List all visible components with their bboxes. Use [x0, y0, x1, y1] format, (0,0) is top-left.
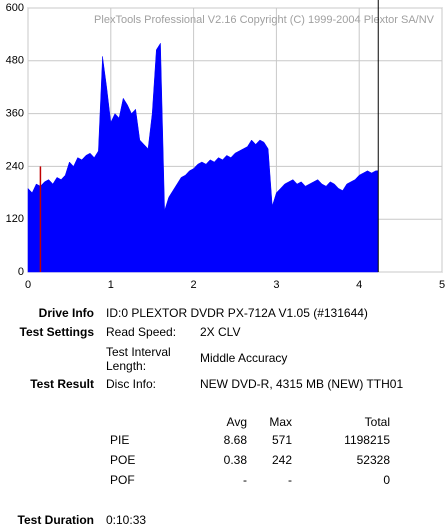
x-tick-label: 5	[439, 279, 445, 291]
table-cell: 52328	[356, 453, 390, 467]
y-tick-label: 120	[6, 213, 24, 225]
y-tick-label: 240	[6, 160, 24, 172]
y-tick-label: 0	[18, 266, 24, 278]
x-tick-label: 0	[25, 279, 31, 291]
table-cell: 242	[271, 453, 292, 467]
table-cell: 0.38	[223, 453, 247, 467]
watermark: PlexTools Professional V2.16 Copyright (…	[94, 14, 435, 26]
x-tick-label: 2	[191, 279, 197, 291]
table-cell: 571	[271, 433, 292, 447]
table-cell: Max	[269, 415, 292, 429]
table-cell: -	[288, 473, 292, 487]
label: Disc Info:	[106, 377, 157, 391]
value: 2X CLV	[200, 325, 241, 339]
y-tick-label: 360	[6, 108, 24, 120]
table-cell: Avg	[226, 415, 247, 429]
x-tick-label: 3	[273, 279, 279, 291]
value: Middle Accuracy	[200, 351, 288, 365]
y-tick-label: 480	[6, 55, 24, 67]
area	[27, 42, 379, 273]
table-cell: POE	[110, 453, 136, 467]
label: Read Speed:	[106, 325, 177, 339]
table-cell: Total	[364, 415, 390, 429]
y-tick-label: 600	[6, 2, 24, 14]
table-cell: -	[243, 473, 247, 487]
value: 0:10:33	[106, 513, 147, 527]
table-cell: PIE	[110, 433, 130, 447]
label: Test Duration	[17, 513, 94, 527]
value: NEW DVD-R, 4315 MB (NEW) TTH01	[200, 377, 404, 391]
x-tick-label: 4	[356, 279, 362, 291]
table-cell: 0	[383, 473, 390, 487]
label: Test Settings	[19, 325, 94, 339]
label: Test Result	[30, 377, 94, 391]
table-cell: 1198215	[344, 433, 390, 447]
label: Test Interval Length:	[106, 345, 171, 373]
value: ID:0 PLEXTOR DVDR PX-712A V1.05 (#131644…	[106, 306, 368, 320]
table-cell: 8.68	[223, 433, 247, 447]
table-cell: POF	[110, 473, 135, 487]
chart: 0 120 240 360 480 600 0 1 2 3 4 5 PlexTools Professi…	[6, 0, 445, 291]
label: Drive Info	[38, 306, 94, 320]
x-tick-label: 1	[108, 279, 114, 291]
